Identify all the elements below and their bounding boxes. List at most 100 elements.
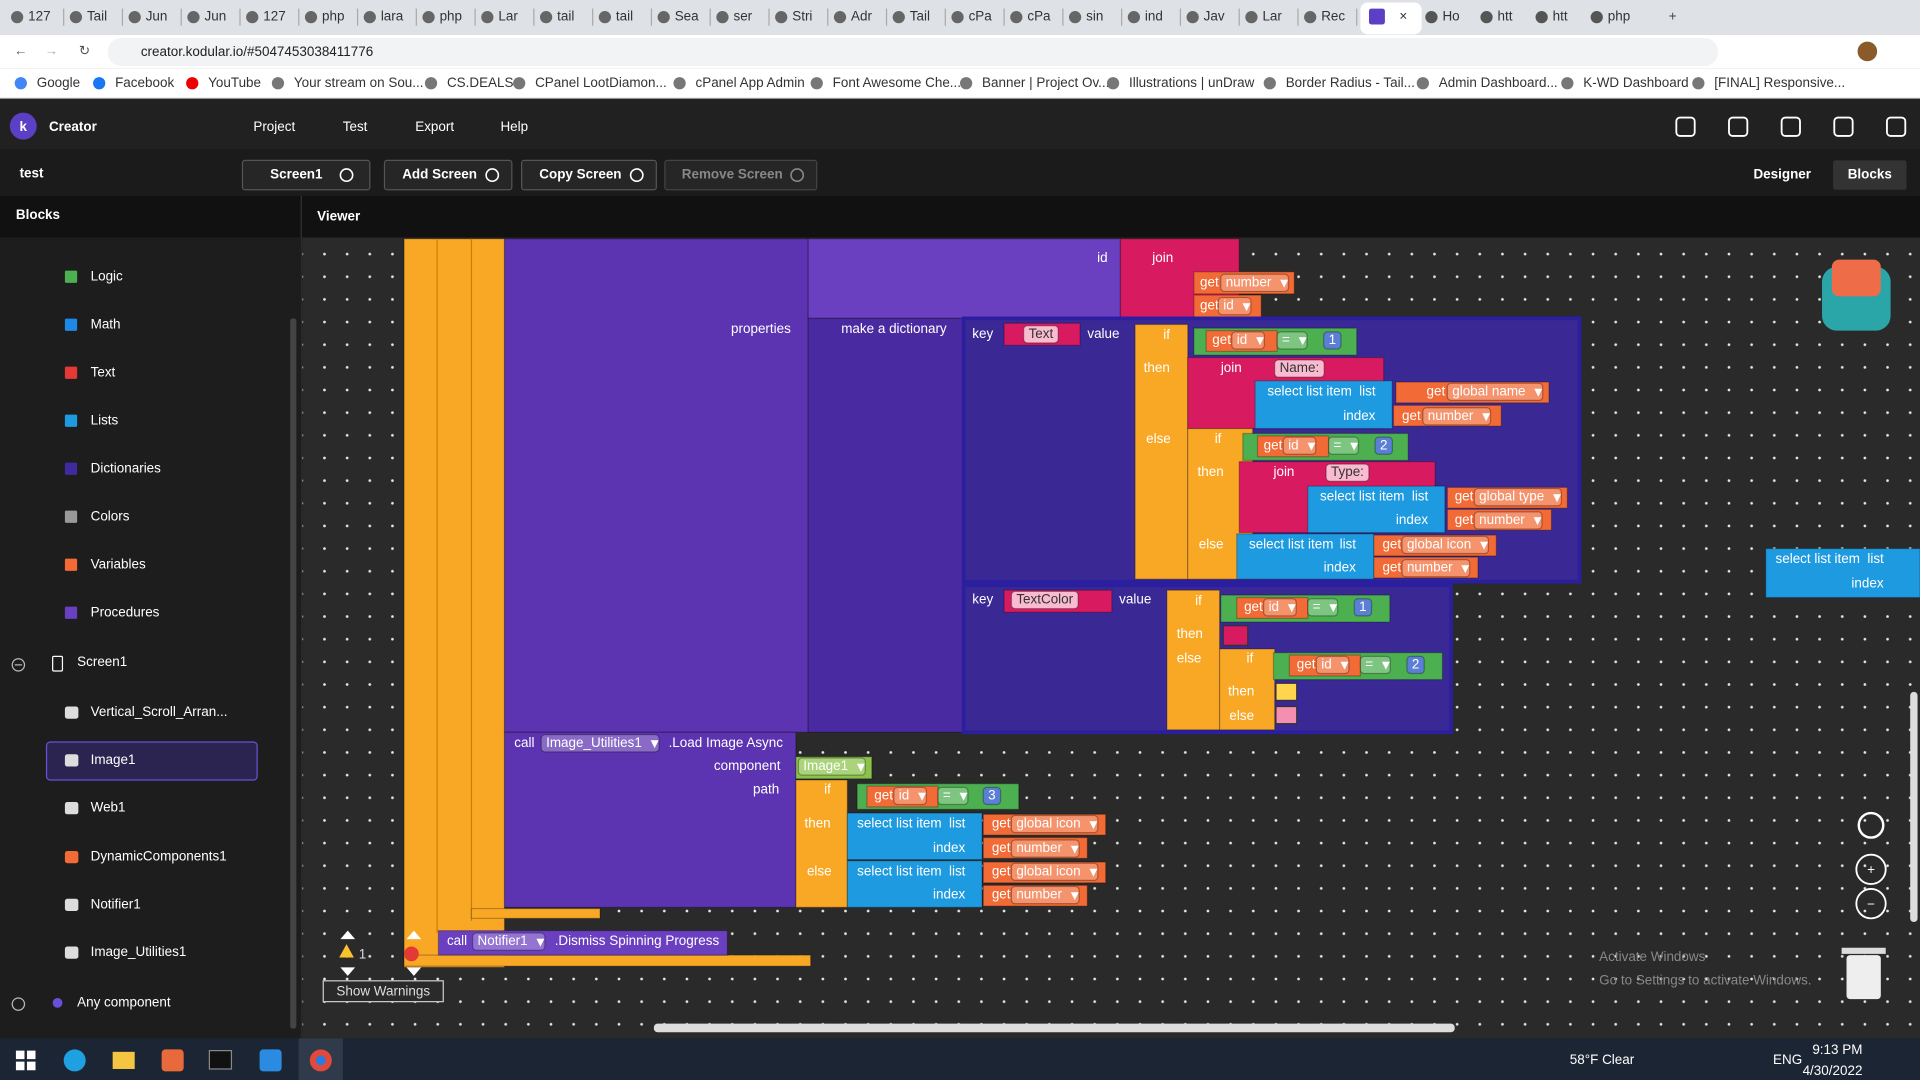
zoom-out[interactable] [1855,888,1887,920]
tab-title[interactable]: cPa [1027,9,1051,24]
screen-button[interactable] [383,159,513,191]
tab-title[interactable]: Ho [1442,9,1459,24]
vscode[interactable] [259,1049,282,1072]
block-field [1274,359,1325,378]
language[interactable]: ENG [1773,1052,1802,1067]
menu-item[interactable]: Test [343,119,368,134]
mode-button[interactable]: Designer [1753,167,1811,182]
tab-title[interactable]: Jun [204,9,226,24]
tab-title[interactable]: 127 [263,9,285,24]
bookmark[interactable]: Google [37,75,80,90]
mode-button[interactable]: Blocks [1848,167,1892,182]
category[interactable]: Dictionaries [91,460,162,475]
category[interactable]: Procedures [91,604,160,619]
bookmark[interactable]: Banner | Project Ov... [982,75,1109,90]
tab-title[interactable]: tail [557,9,574,24]
header-icon[interactable] [1833,116,1854,137]
screen-button[interactable] [664,159,818,191]
tab-title[interactable]: htt [1498,9,1513,24]
terminal[interactable] [208,1050,233,1070]
component[interactable]: Web1 [91,800,126,815]
xampp[interactable] [161,1049,184,1072]
block-label: number [1226,274,1272,289]
menu-item[interactable]: Export [415,119,454,134]
tab-title[interactable]: cPa [969,9,993,24]
bookmark[interactable]: K-WD Dashboard [1583,75,1688,90]
bookmark[interactable]: Facebook [115,75,174,90]
tab-title[interactable]: Tail [87,9,107,24]
category[interactable]: Variables [91,556,146,571]
start[interactable] [15,1050,36,1071]
bookmark[interactable]: Illustrations | unDraw [1129,75,1255,90]
tab-title[interactable]: Stri [792,9,812,24]
any-component[interactable]: Any component [77,994,171,1009]
reload[interactable]: ↻ [79,43,90,58]
tab-close[interactable]: × [1399,9,1407,24]
tab-title[interactable]: Sea [675,9,699,24]
bookmark[interactable]: Your stream on Sou... [294,75,424,90]
omnibox[interactable] [107,37,1718,67]
avatar[interactable] [1857,41,1878,62]
bookmark[interactable]: Font Awesome Che... [833,75,961,90]
tab-title[interactable]: 127 [28,9,50,24]
component[interactable]: Vertical_Scroll_Arran... [91,704,228,719]
block-label: number [1428,408,1474,423]
tab-title[interactable]: Jav [1204,9,1225,24]
tab-title[interactable]: ser [733,9,752,24]
explorer[interactable] [112,1051,135,1069]
category[interactable]: Lists [91,412,119,427]
component[interactable]: Image_Utilities1 [91,944,187,959]
bookmark[interactable]: CPanel LootDiamon... [535,75,667,90]
menu-item[interactable]: Help [500,119,528,134]
screen-button[interactable] [521,159,657,191]
zoom-in[interactable] [1855,853,1887,885]
tab-title[interactable]: Lar [1262,9,1282,24]
tab-title[interactable]: php [1608,9,1630,24]
category[interactable]: Math [91,316,121,331]
screen-node[interactable]: Screen1 [77,654,127,669]
bookmark[interactable]: Border Radius - Tail... [1286,75,1415,90]
tab-title[interactable]: tail [616,9,633,24]
show-warnings[interactable] [322,980,444,1003]
tab-title[interactable]: php [322,9,344,24]
component[interactable]: Image1 [91,752,136,767]
tab-title[interactable]: htt [1553,9,1568,24]
menu-item[interactable]: Project [253,119,295,134]
trash[interactable] [1846,955,1881,1000]
header-icon[interactable] [1780,116,1801,137]
new-tab[interactable]: + [1669,9,1677,24]
h-scrollbar[interactable] [653,1023,1455,1033]
edge[interactable] [63,1049,86,1072]
sidebar-scrollbar[interactable] [290,318,297,1029]
tab-title[interactable]: Tail [910,9,930,24]
recenter[interactable] [1857,811,1885,839]
bookmark[interactable]: Admin Dashboard... [1439,75,1558,90]
tab-title[interactable]: Lar [498,9,518,24]
tab-title[interactable]: sin [1086,9,1103,24]
bookmark[interactable]: CS.DEALS [447,75,514,90]
tab-title[interactable]: Jun [146,9,168,24]
tab-title[interactable]: Adr [851,9,872,24]
tab-title[interactable]: Rec [1321,9,1345,24]
category[interactable]: Text [91,364,116,379]
clock-time[interactable]: 9:13 PM [1812,1042,1862,1057]
tab-title[interactable]: ind [1145,9,1163,24]
bookmark[interactable]: [FINAL] Responsive... [1714,75,1845,90]
bookmark[interactable]: cPanel App Admin [696,75,805,90]
header-icon[interactable] [1728,116,1749,137]
header-icon[interactable] [1675,116,1696,137]
back[interactable]: ← [14,43,27,58]
tab-title[interactable]: php [440,9,462,24]
header-icon[interactable] [1886,116,1907,137]
tab-title[interactable]: lara [381,9,404,24]
v-scrollbar[interactable] [1910,691,1918,923]
bookmark[interactable]: YouTube [208,75,261,90]
clock-date[interactable]: 4/30/2022 [1803,1063,1863,1078]
screen-select[interactable] [241,159,371,191]
forward[interactable]: → [45,43,58,58]
component[interactable]: Notifier1 [91,896,141,911]
weather[interactable]: 58°F Clear [1570,1052,1635,1067]
component[interactable]: DynamicComponents1 [91,849,227,864]
category[interactable]: Logic [91,268,123,283]
category[interactable]: Colors [91,508,130,523]
